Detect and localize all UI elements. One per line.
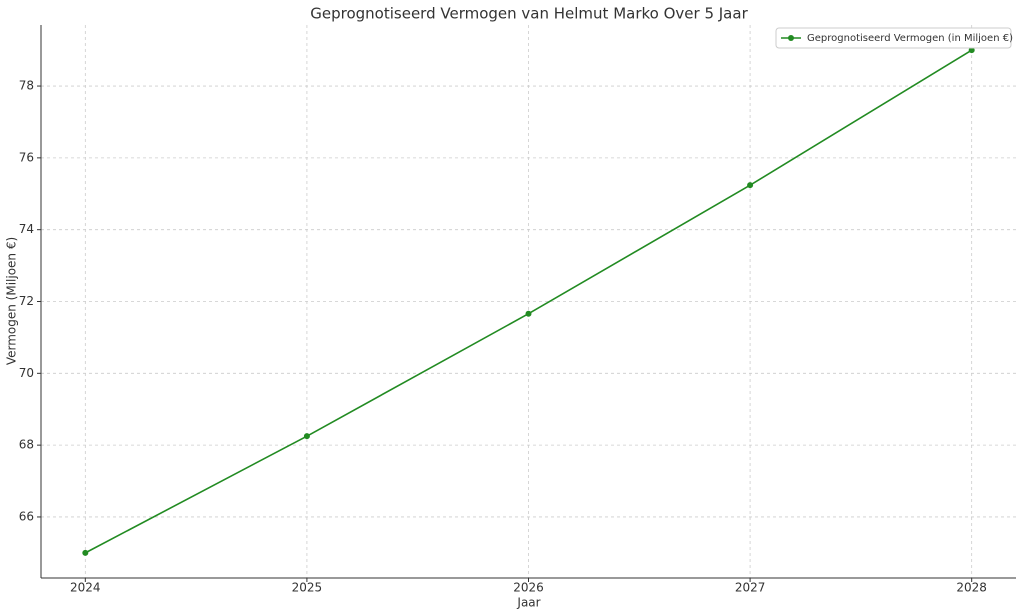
- x-tick-label: 2027: [735, 581, 766, 595]
- y-tick-label: 66: [19, 509, 34, 523]
- x-axis-label: Jaar: [516, 596, 540, 610]
- x-tick-label: 2025: [292, 581, 323, 595]
- y-axis-label: Vermogen (Miljoen €): [5, 237, 19, 365]
- legend-marker: [788, 35, 794, 41]
- x-tick-label: 2026: [513, 581, 544, 595]
- y-tick-label: 74: [19, 222, 34, 236]
- data-point: [303, 433, 310, 440]
- data-point: [82, 549, 89, 556]
- chart-title: Geprognotiseerd Vermogen van Helmut Mark…: [310, 5, 748, 23]
- legend-label: Geprognotiseerd Vermogen (in Miljoen €): [807, 33, 1013, 44]
- y-tick-label: 78: [19, 79, 34, 93]
- y-tick-label: 70: [19, 366, 34, 380]
- data-point: [525, 310, 532, 317]
- data-point: [968, 47, 975, 54]
- x-tick-label: 2024: [70, 581, 101, 595]
- data-point: [747, 182, 754, 189]
- y-tick-label: 72: [19, 294, 34, 308]
- y-tick-label: 76: [19, 150, 34, 164]
- y-tick-label: 68: [19, 438, 34, 452]
- x-tick-label: 2028: [956, 581, 987, 595]
- legend-box: [775, 27, 1012, 49]
